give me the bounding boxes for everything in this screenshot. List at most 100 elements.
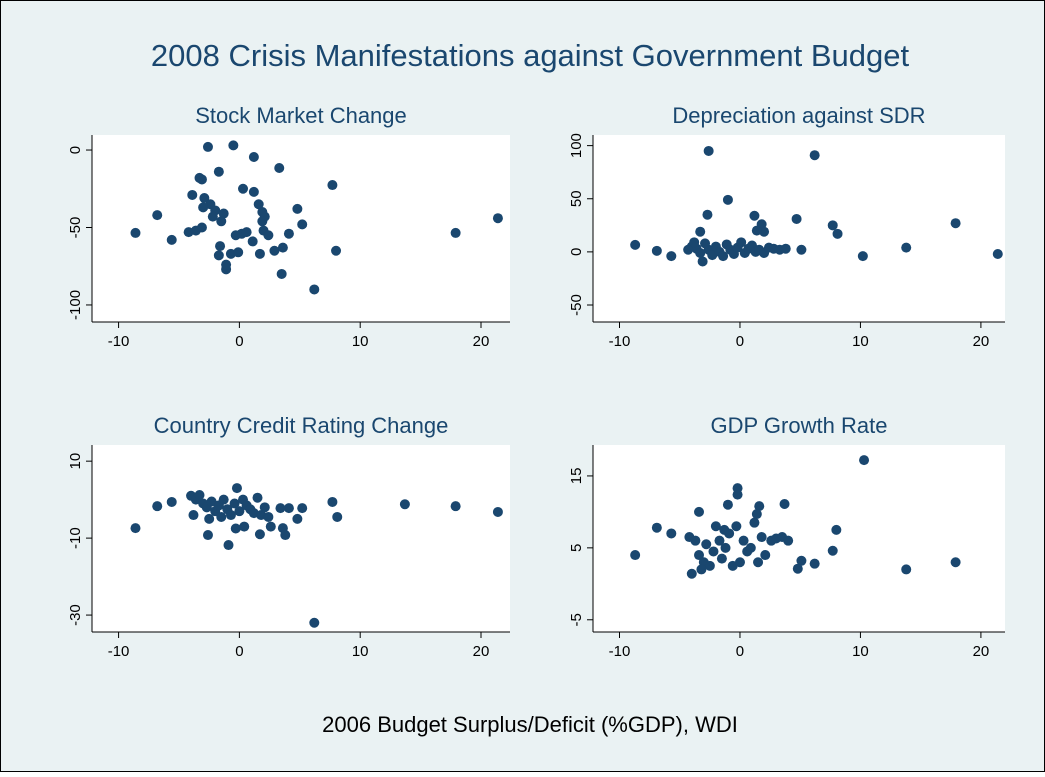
point — [492, 213, 503, 224]
y-tick-label: 10 — [67, 453, 84, 470]
point — [269, 245, 280, 256]
point — [450, 501, 461, 512]
point — [327, 180, 338, 191]
point — [695, 247, 706, 258]
point — [204, 513, 215, 524]
x-tick-label: 0 — [235, 643, 243, 660]
point — [283, 228, 294, 239]
point — [187, 189, 198, 200]
point — [703, 145, 714, 156]
point — [827, 220, 838, 231]
point — [331, 245, 342, 256]
point — [796, 244, 807, 255]
y-tick-label: 15 — [568, 468, 585, 485]
point — [309, 284, 320, 295]
point — [327, 496, 338, 507]
point — [718, 251, 729, 262]
point — [732, 489, 743, 500]
point — [754, 501, 765, 512]
plot-area — [593, 135, 1005, 322]
point — [202, 141, 213, 152]
x-tick-label: -10 — [609, 643, 631, 660]
y-tick-label: 0 — [568, 248, 585, 256]
point — [241, 227, 252, 238]
point — [194, 490, 205, 501]
point — [247, 236, 258, 247]
point — [901, 564, 912, 575]
point — [297, 219, 308, 230]
point — [225, 510, 236, 521]
point — [292, 203, 303, 214]
plot-area — [593, 445, 1005, 632]
panel-title: Depreciation against SDR — [672, 103, 925, 128]
point — [796, 555, 807, 566]
point — [152, 501, 163, 512]
point — [297, 503, 308, 514]
figure-title: 2008 Crisis Manifestations against Gover… — [151, 38, 910, 73]
point — [207, 211, 218, 222]
point — [702, 209, 713, 220]
point — [283, 503, 294, 514]
x-tick-label: 0 — [235, 333, 243, 350]
point — [213, 250, 224, 261]
point — [248, 186, 259, 197]
point — [152, 210, 163, 221]
point — [714, 535, 725, 546]
point — [783, 535, 794, 546]
point — [265, 521, 276, 532]
point — [276, 268, 287, 279]
point — [751, 225, 762, 236]
point — [259, 502, 270, 513]
point — [809, 558, 820, 569]
point — [254, 529, 265, 540]
point — [248, 152, 259, 162]
point — [694, 550, 705, 561]
x-tick-label: -10 — [108, 333, 130, 350]
point — [719, 524, 730, 535]
point — [827, 545, 838, 556]
point — [695, 226, 706, 237]
point — [230, 523, 241, 534]
point — [218, 494, 229, 505]
point — [780, 243, 791, 254]
point — [239, 521, 250, 532]
point — [450, 227, 461, 238]
point — [277, 242, 288, 253]
point — [738, 535, 749, 546]
point — [749, 210, 760, 221]
point — [751, 509, 762, 520]
point — [630, 550, 641, 561]
point — [263, 230, 274, 241]
y-tick-label: 50 — [568, 190, 585, 207]
point — [701, 539, 712, 550]
point — [263, 511, 274, 522]
point — [215, 241, 226, 252]
point — [651, 245, 662, 256]
point — [130, 523, 141, 534]
point — [901, 242, 912, 253]
y-tick-label: 5 — [568, 544, 585, 552]
point — [704, 560, 715, 571]
point — [756, 532, 767, 543]
point — [760, 550, 771, 561]
x-axis-label: 2006 Budget Surplus/Deficit (%GDP), WDI — [322, 712, 738, 737]
point — [753, 557, 764, 568]
point — [253, 199, 264, 210]
point — [950, 557, 961, 568]
point — [666, 528, 677, 539]
x-tick-label: 0 — [736, 643, 744, 660]
point — [950, 218, 961, 229]
point — [859, 455, 870, 466]
point — [166, 496, 177, 507]
y-tick-label: -30 — [67, 604, 84, 626]
point — [238, 183, 249, 194]
y-tick-label: -10 — [67, 527, 84, 549]
point — [722, 194, 733, 205]
point — [231, 483, 242, 494]
point — [218, 208, 229, 219]
point — [708, 546, 719, 557]
point — [779, 498, 790, 509]
y-tick-label: -50 — [67, 217, 84, 239]
y-tick-label: -50 — [568, 294, 585, 316]
